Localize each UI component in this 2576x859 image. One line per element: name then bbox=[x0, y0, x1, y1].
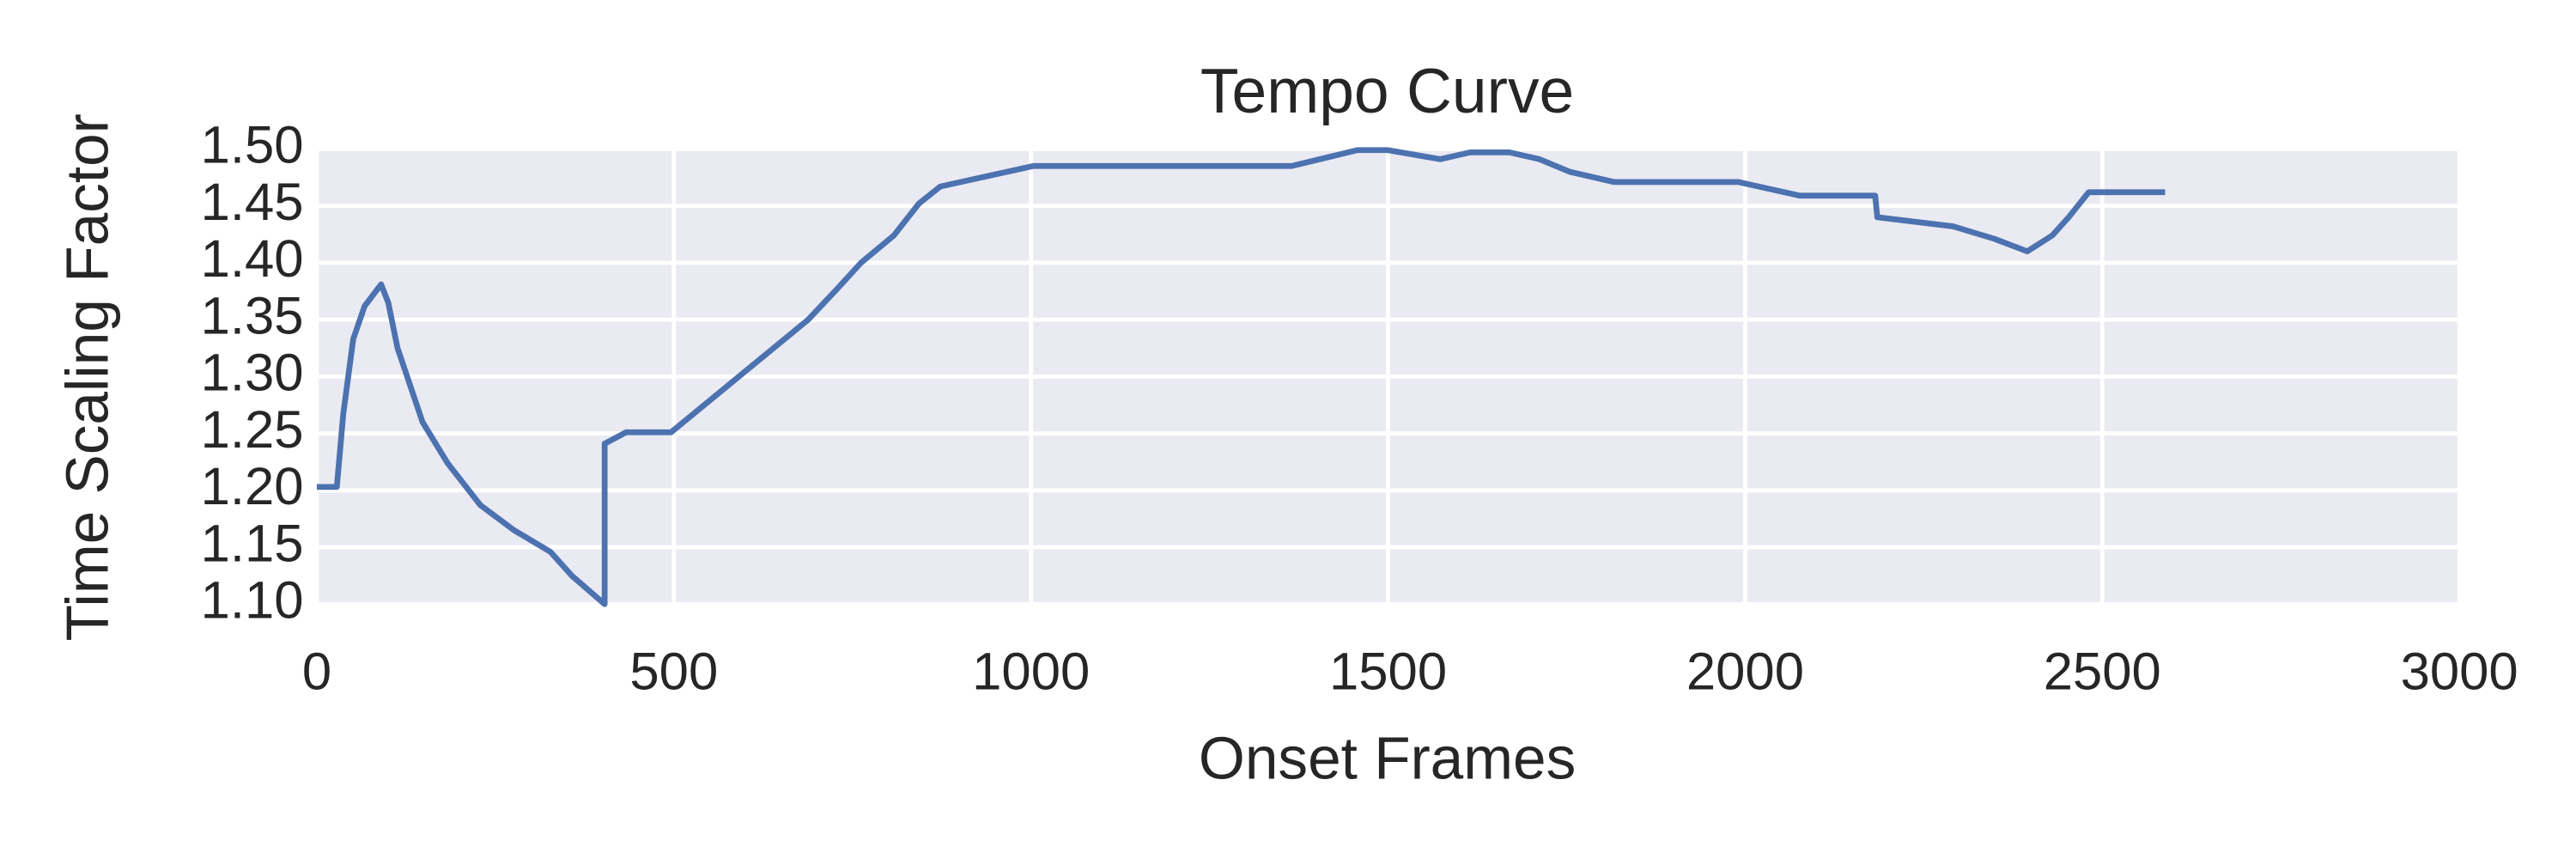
y-tick-label: 1.25 bbox=[201, 400, 304, 460]
line bbox=[316, 147, 2166, 607]
y-tick-label: 1.50 bbox=[201, 116, 304, 175]
x-tick-label: 1000 bbox=[972, 642, 1090, 701]
x-tick-label: 2500 bbox=[2044, 642, 2161, 701]
y-tick-label: 1.45 bbox=[201, 173, 304, 232]
y-tick-label: 1.15 bbox=[201, 514, 304, 573]
y-tick-label: 1.20 bbox=[201, 457, 304, 516]
x-tick-label: 0 bbox=[302, 642, 331, 701]
chart-title: Tempo Curve bbox=[1200, 56, 1574, 126]
grid bbox=[314, 147, 2462, 606]
x-tick-label: 500 bbox=[629, 642, 718, 701]
x-axis-label: Onset Frames bbox=[1199, 725, 1576, 792]
y-tick-label: 1.35 bbox=[201, 286, 304, 345]
x-tick-label: 1500 bbox=[1329, 642, 1447, 701]
y-tick-label: 1.10 bbox=[201, 571, 304, 631]
y-axis-label: Time Scaling Factor bbox=[53, 113, 120, 641]
x-tick-label: 3000 bbox=[2401, 642, 2518, 701]
y-tick-label: 1.40 bbox=[201, 229, 304, 289]
marks bbox=[316, 147, 2166, 607]
x-tick-label: 2000 bbox=[1686, 642, 1804, 701]
y-tick-label: 1.30 bbox=[201, 344, 304, 403]
